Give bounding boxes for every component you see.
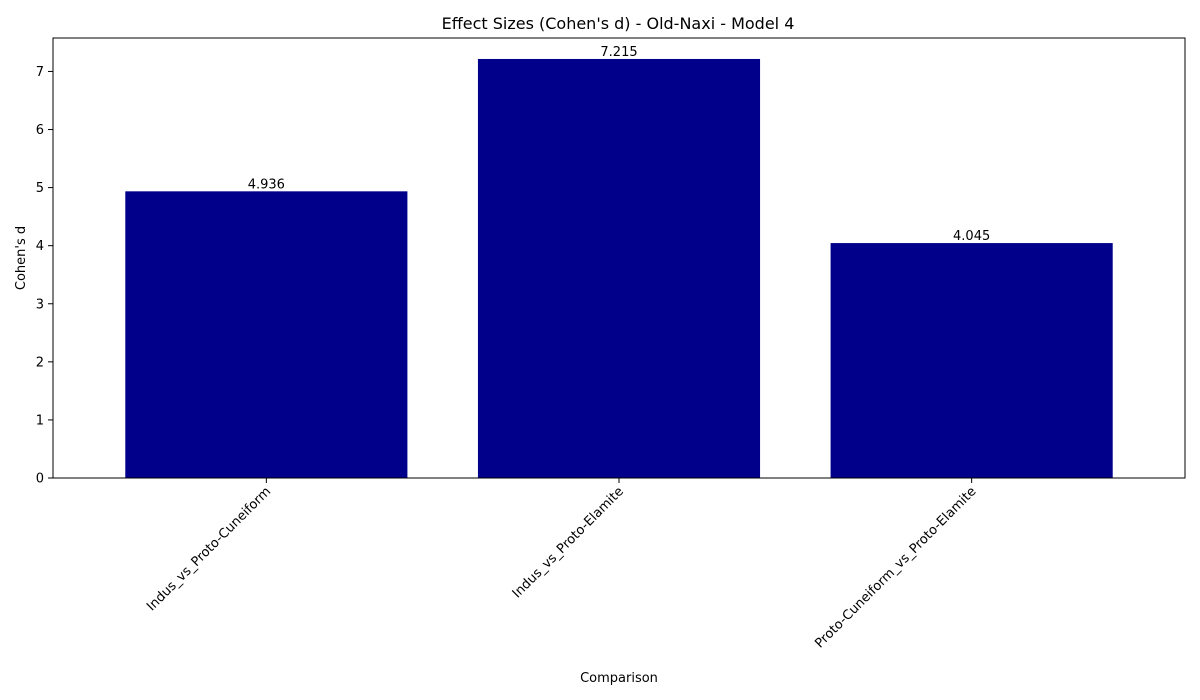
chart-title: Effect Sizes (Cohen's d) - Old-Naxi - Mo… [442, 14, 795, 33]
bar-2 [477, 58, 761, 478]
y-tick-label-6: 6 [36, 123, 44, 138]
y-tick-label-1: 1 [36, 413, 44, 428]
value-labels-layer: 4.936 7.215 4.045 [248, 45, 991, 244]
y-axis: 0 1 2 3 4 5 6 7 [36, 65, 53, 487]
x-tick-label-3: Proto-Cuneiform_vs_Proto-Elamite [812, 484, 979, 651]
bar-1 [125, 191, 408, 478]
bar-3 [830, 243, 1113, 478]
y-tick-label-0: 0 [36, 472, 44, 487]
x-axis-title: Comparison [580, 671, 658, 686]
bar-value-label-3: 4.045 [953, 229, 990, 244]
plot-frame [52, 37, 1186, 479]
y-tick-label-5: 5 [36, 181, 44, 196]
x-axis: Indus_vs_Proto-Cuneiform Indus_vs_Proto-E… [144, 478, 979, 651]
bars-layer [125, 58, 1113, 478]
bar-value-label-1: 4.936 [248, 177, 285, 192]
y-tick-label-7: 7 [36, 65, 44, 80]
y-axis-title: Cohen's d [14, 226, 29, 290]
y-tick-label-3: 3 [36, 297, 44, 312]
bar-value-label-2: 7.215 [600, 45, 637, 60]
y-tick-label-2: 2 [36, 355, 44, 370]
x-tick-label-1: Indus_vs_Proto-Cuneiform [144, 484, 274, 614]
x-tick-label-2: Indus_vs_Proto-Elamite [510, 484, 627, 601]
y-tick-label-4: 4 [36, 239, 44, 254]
